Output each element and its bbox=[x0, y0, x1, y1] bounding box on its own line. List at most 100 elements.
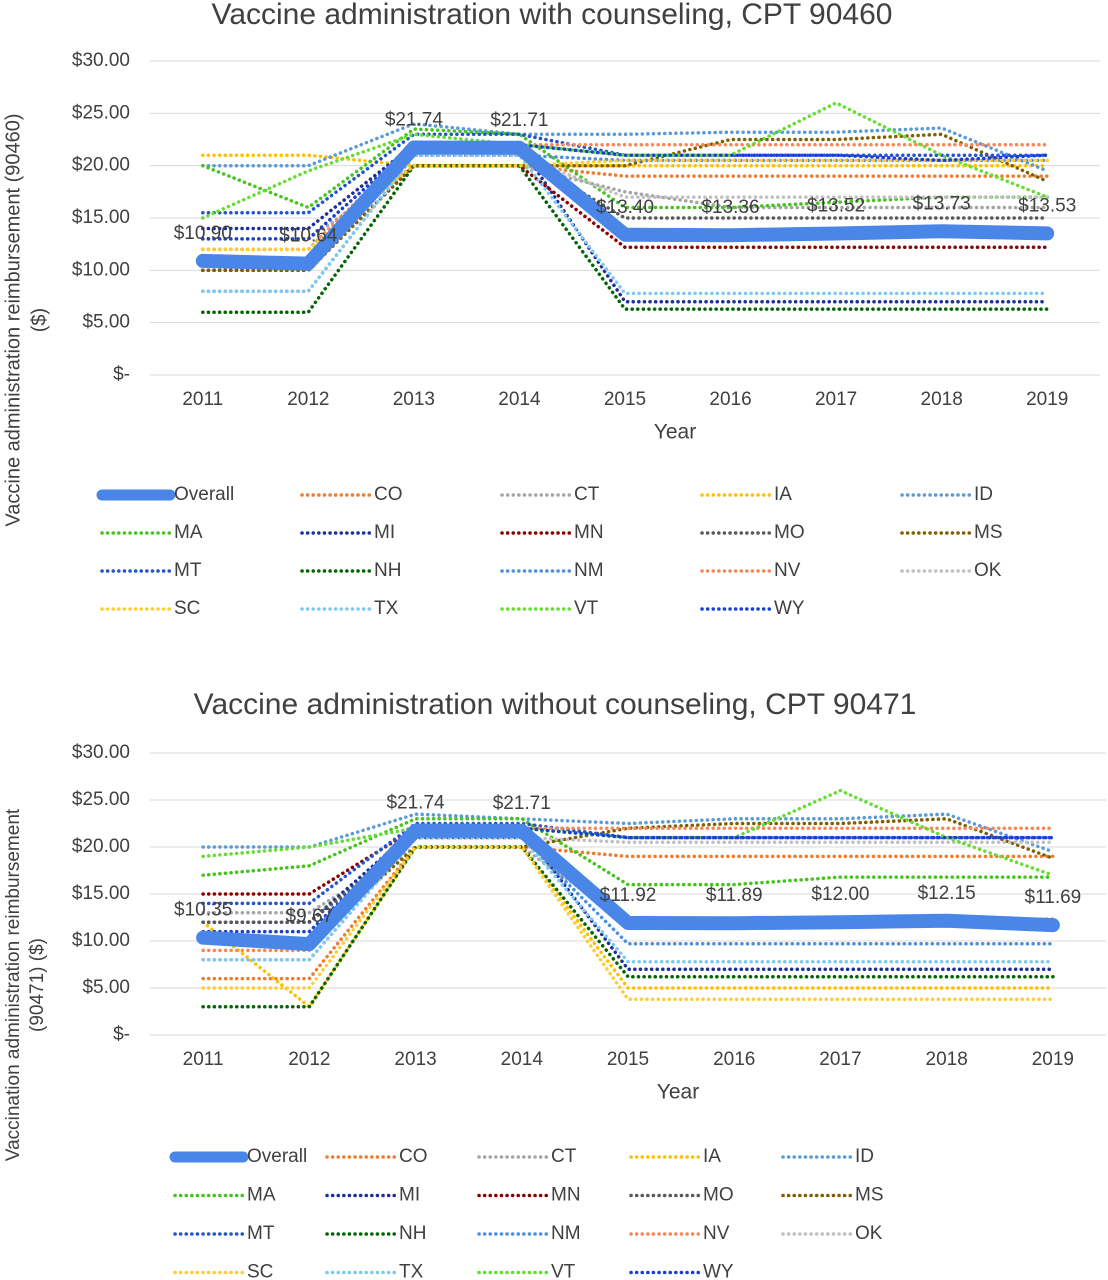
legend-label: WY bbox=[774, 598, 805, 619]
y-tick-label: $10.00 bbox=[72, 259, 130, 280]
data-label: $13.73 bbox=[913, 193, 971, 214]
data-label: $13.53 bbox=[1018, 195, 1076, 216]
series-line bbox=[201, 845, 1055, 1009]
data-label: $21.74 bbox=[385, 109, 444, 130]
x-axis-title: Year bbox=[657, 1081, 699, 1104]
data-label: $9.67 bbox=[286, 906, 334, 927]
legend-label: MO bbox=[703, 1185, 734, 1206]
data-label: $11.89 bbox=[706, 885, 763, 906]
data-label: $11.92 bbox=[600, 885, 657, 906]
legend-label: MN bbox=[574, 522, 604, 543]
legend-label: CT bbox=[574, 484, 600, 505]
data-label: $21.71 bbox=[490, 110, 548, 131]
y-tick-label: $15.00 bbox=[72, 207, 130, 228]
series-line bbox=[201, 845, 1055, 1009]
series-line bbox=[201, 835, 1055, 962]
series-line bbox=[201, 835, 1055, 962]
x-tick-label: 2012 bbox=[288, 1049, 330, 1070]
series-line bbox=[201, 788, 1055, 877]
series-line bbox=[201, 835, 1055, 964]
x-tick-label: 2011 bbox=[182, 389, 223, 410]
x-tick-label: 2012 bbox=[287, 389, 329, 410]
legend-label: ID bbox=[974, 484, 993, 505]
x-tick-label: 2019 bbox=[1032, 1049, 1074, 1070]
y-tick-label: $20.00 bbox=[72, 155, 130, 176]
legend-label: NV bbox=[703, 1223, 730, 1244]
series-line bbox=[201, 122, 1049, 173]
x-tick-label: 2014 bbox=[501, 1049, 544, 1070]
series-line bbox=[201, 153, 1049, 294]
x-tick-label: 2011 bbox=[183, 1049, 224, 1070]
data-label: $10.90 bbox=[174, 223, 232, 244]
series-line bbox=[201, 817, 1055, 943]
series-line bbox=[201, 132, 1049, 273]
data-label: $11.69 bbox=[1025, 887, 1082, 908]
legend-label: MT bbox=[247, 1223, 275, 1244]
series-line bbox=[201, 153, 1049, 296]
data-label: $10.64 bbox=[279, 226, 338, 247]
data-label: $13.36 bbox=[701, 197, 759, 218]
series-line bbox=[201, 826, 1055, 971]
legend-label: NH bbox=[374, 560, 401, 581]
series-line bbox=[196, 823, 1060, 952]
series-line bbox=[201, 142, 1049, 304]
data-label: $13.40 bbox=[596, 197, 654, 218]
legend-label: MA bbox=[174, 522, 203, 543]
y-tick-label: $20.00 bbox=[72, 836, 130, 857]
legend-label: MA bbox=[247, 1185, 276, 1206]
data-label: $12.00 bbox=[811, 884, 869, 905]
legend-label: MO bbox=[774, 522, 805, 543]
series-line bbox=[201, 163, 1049, 273]
y-tick-label: $30.00 bbox=[72, 742, 130, 763]
x-tick-label: 2013 bbox=[394, 1049, 436, 1070]
y-tick-label: $- bbox=[113, 364, 130, 385]
series-line bbox=[201, 163, 1049, 314]
series-line bbox=[201, 153, 1049, 294]
legend-label: CT bbox=[551, 1146, 577, 1167]
legend-label: Overall bbox=[174, 484, 234, 505]
legend-label: OK bbox=[855, 1223, 883, 1244]
legend-label: VT bbox=[574, 598, 599, 619]
chart-title: Vaccine administration with counseling, … bbox=[212, 0, 893, 31]
legend-label: TX bbox=[399, 1262, 424, 1280]
series-line bbox=[201, 817, 1055, 887]
legend-label: MS bbox=[974, 522, 1003, 543]
legend-label: NM bbox=[551, 1223, 581, 1244]
legend-label: NV bbox=[774, 560, 801, 581]
x-tick-label: 2016 bbox=[709, 389, 751, 410]
series-line bbox=[201, 812, 1055, 854]
y-tick-label: $15.00 bbox=[72, 883, 130, 904]
x-tick-label: 2017 bbox=[815, 389, 857, 410]
legend-label: MT bbox=[174, 560, 202, 581]
x-tick-label: 2014 bbox=[498, 389, 541, 410]
series-line bbox=[201, 101, 1049, 220]
y-axis-title: (90471) ($) bbox=[27, 938, 48, 1032]
series-line bbox=[201, 826, 1055, 953]
legend-label: IA bbox=[774, 484, 792, 505]
legend-label: TX bbox=[374, 598, 399, 619]
x-tick-label: 2015 bbox=[607, 1049, 649, 1070]
data-label: $21.71 bbox=[493, 793, 551, 814]
x-tick-label: 2017 bbox=[819, 1049, 861, 1070]
legend-label: IA bbox=[703, 1146, 721, 1167]
x-axis-title: Year bbox=[654, 421, 696, 444]
chart-title: Vaccine administration without counselin… bbox=[194, 688, 917, 721]
legend-label: MS bbox=[855, 1185, 884, 1206]
legend-label: ID bbox=[855, 1146, 874, 1167]
series-line bbox=[201, 163, 1049, 241]
x-tick-label: 2016 bbox=[713, 1049, 755, 1070]
legend-label: OK bbox=[974, 560, 1002, 581]
series-line bbox=[201, 142, 1049, 241]
y-tick-label: $- bbox=[113, 1024, 130, 1045]
y-axis-title: Vaccine administration reimbursement (90… bbox=[2, 113, 24, 526]
x-tick-label: 2015 bbox=[604, 389, 646, 410]
legend-label: NH bbox=[399, 1223, 426, 1244]
legend-label: CO bbox=[399, 1146, 428, 1167]
legend-label: MI bbox=[399, 1185, 420, 1206]
y-tick-label: $30.00 bbox=[72, 50, 130, 71]
legend-label: MN bbox=[551, 1185, 581, 1206]
series-line bbox=[201, 845, 1055, 981]
y-tick-label: $5.00 bbox=[82, 312, 130, 333]
